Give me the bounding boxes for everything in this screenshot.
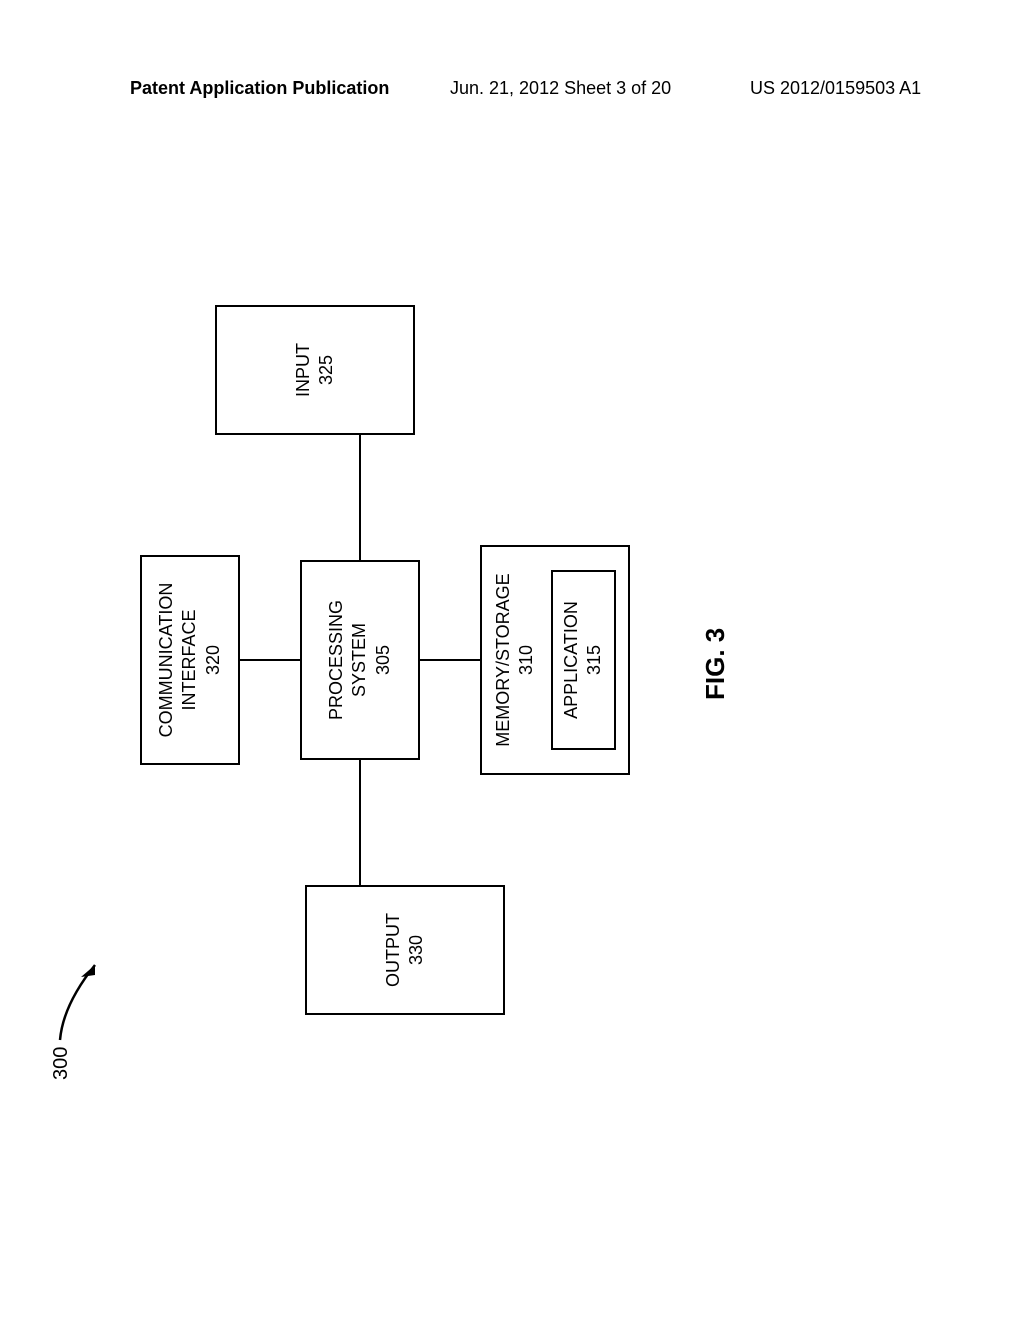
block-diagram: 300 COMMUNICATION INTERFACE 320 PROCESSI… [50, 200, 950, 1100]
header-mid: Jun. 21, 2012 Sheet 3 of 20 [450, 78, 671, 99]
page-header: Patent Application Publication Jun. 21, … [0, 78, 1024, 108]
connector-proc-input [359, 435, 361, 560]
box-input-num: 325 [315, 355, 338, 385]
ref-arrow-icon [55, 945, 115, 1045]
box-output: OUTPUT 330 [305, 885, 505, 1015]
box-application: APPLICATION 315 [551, 570, 616, 750]
connector-proc-mem [420, 659, 480, 661]
box-app-line1: APPLICATION [560, 601, 583, 719]
box-mem-line1: MEMORY/STORAGE [492, 573, 515, 746]
box-comm-line2: INTERFACE [178, 610, 201, 711]
box-comm-interface: COMMUNICATION INTERFACE 320 [140, 555, 240, 765]
figure-label: FIG. 3 [700, 628, 731, 700]
box-processing-system: PROCESSING SYSTEM 305 [300, 560, 420, 760]
box-app-num: 315 [583, 645, 606, 675]
box-comm-num: 320 [202, 645, 225, 675]
header-right: US 2012/0159503 A1 [750, 78, 921, 99]
box-proc-num: 305 [372, 645, 395, 675]
box-proc-line2: SYSTEM [348, 623, 371, 697]
ref-number: 300 [50, 1047, 73, 1080]
box-output-num: 330 [405, 935, 428, 965]
box-input-line1: INPUT [292, 343, 315, 397]
box-input: INPUT 325 [215, 305, 415, 435]
box-mem-num: 310 [515, 645, 538, 675]
header-left: Patent Application Publication [130, 78, 389, 99]
box-proc-line1: PROCESSING [325, 600, 348, 720]
box-output-line1: OUTPUT [382, 913, 405, 987]
box-comm-line1: COMMUNICATION [155, 583, 178, 738]
connector-comm-proc [240, 659, 300, 661]
connector-output-proc [359, 760, 361, 885]
box-memory-storage: MEMORY/STORAGE 310 APPLICATION 315 [480, 545, 630, 775]
